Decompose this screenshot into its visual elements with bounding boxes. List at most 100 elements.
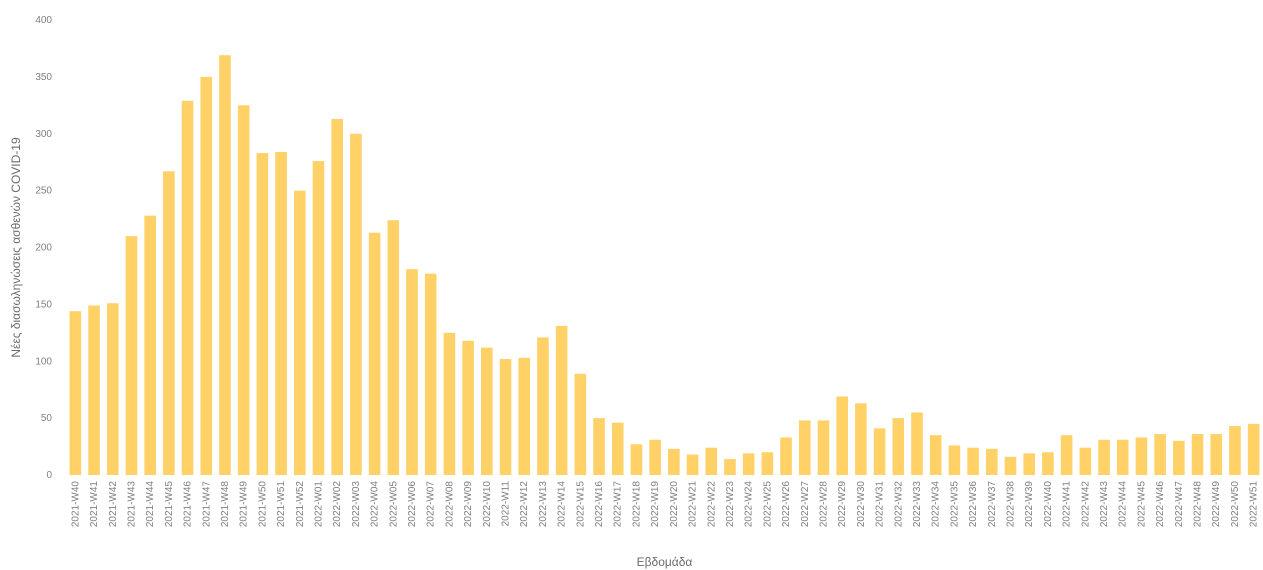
x-tick-label: 2022-W37 [987, 481, 998, 528]
x-tick-label: 2022-W11 [501, 481, 512, 527]
bar [331, 118, 343, 476]
y-tick-label: 200 [35, 243, 52, 254]
bar [817, 420, 830, 475]
x-tick-label: 2022-W22 [706, 481, 717, 528]
bar [1116, 439, 1129, 475]
bar [1210, 434, 1223, 475]
x-tick-label: 2022-W51 [1249, 481, 1260, 528]
x-tick-label: 2022-W43 [1099, 481, 1110, 528]
bar [742, 453, 755, 475]
bar [481, 347, 493, 475]
x-tick-label: 2022-W03 [351, 481, 362, 528]
bar [462, 340, 474, 475]
x-tick-label: 2022-W36 [968, 481, 979, 528]
x-tick-label: 2022-W48 [1193, 481, 1204, 528]
x-tick-label: 2022-W50 [1230, 481, 1241, 528]
bar [424, 273, 437, 475]
bar [555, 325, 568, 475]
bar [892, 418, 905, 476]
x-tick-label: 2022-W20 [669, 481, 680, 528]
bar [574, 373, 587, 475]
x-tick-label: 2022-W28 [818, 481, 829, 528]
bar [406, 269, 418, 475]
bar [1247, 423, 1260, 475]
x-tick-label: 2022-W02 [332, 481, 343, 528]
x-tick-label: 2022-W19 [650, 481, 661, 528]
x-tick-label: 2022-W21 [688, 481, 699, 528]
bar [1042, 452, 1054, 475]
y-tick-label: 150 [35, 299, 52, 310]
x-tick-label: 2022-W23 [725, 481, 736, 528]
bar [69, 311, 82, 475]
x-tick-label: 2021-W48 [220, 481, 231, 528]
x-tick-label: 2022-W27 [800, 481, 811, 528]
bar [1173, 440, 1185, 476]
bar [293, 190, 306, 476]
bar [780, 437, 792, 475]
bar [163, 171, 175, 476]
bar [1154, 434, 1166, 475]
x-tick-label: 2022-W34 [931, 481, 942, 528]
bar [705, 447, 718, 475]
bar [986, 448, 998, 475]
bar [911, 412, 923, 475]
x-tick-label: 2022-W25 [762, 481, 773, 528]
bar [1079, 447, 1092, 475]
bar [593, 418, 605, 476]
x-tick-label: 2022-W16 [594, 481, 605, 528]
x-tick-label: 2021-W52 [295, 481, 306, 528]
bar [611, 422, 624, 475]
x-tick-label: 2022-W12 [519, 481, 530, 528]
x-tick-label: 2021-W40 [70, 481, 81, 528]
x-tick-label: 2021-W43 [126, 481, 137, 528]
x-tick-label: 2022-W15 [575, 481, 586, 528]
bar [387, 220, 400, 475]
y-axis-title: Νέες διασωληνώσεις ασθενών COVID-19 [9, 137, 23, 358]
x-tick-label: 2022-W44 [1118, 481, 1129, 528]
bar [948, 445, 961, 475]
x-tick-label: 2022-W17 [613, 481, 624, 528]
bar [144, 215, 156, 475]
x-tick-label: 2021-W50 [257, 481, 268, 528]
y-axis-ticks: 0 50 100 150 200 250 300 350 400 [35, 15, 52, 481]
x-tick-label: 2022-W14 [557, 481, 568, 528]
x-tick-label: 2022-W31 [875, 481, 886, 528]
x-tick-label: 2022-W24 [744, 481, 755, 528]
x-tick-label: 2022-W29 [837, 481, 848, 528]
x-tick-label: 2022-W49 [1211, 481, 1222, 528]
x-tick-label: 2022-W46 [1155, 481, 1166, 528]
x-tick-label: 2022-W30 [856, 481, 867, 528]
y-tick-label: 50 [41, 413, 53, 424]
bar [200, 76, 213, 476]
x-tick-label: 2021-W44 [145, 481, 156, 528]
x-tick-label: 2022-W42 [1080, 481, 1091, 528]
x-tick-label: 2022-W40 [1043, 481, 1054, 528]
bar [1098, 439, 1110, 475]
bar [106, 303, 119, 475]
x-tick-label: 2022-W45 [1136, 481, 1147, 528]
x-tick-label: 2022-W26 [781, 481, 792, 528]
bar [237, 105, 250, 475]
bar [256, 153, 269, 475]
bar [275, 151, 287, 475]
bar [443, 332, 456, 475]
y-tick-label: 100 [35, 356, 52, 367]
bar [181, 100, 194, 475]
x-tick-label: 2022-W35 [949, 481, 960, 528]
x-tick-label: 2022-W18 [631, 481, 642, 528]
bar [761, 452, 774, 475]
x-tick-label: 2021-W46 [183, 481, 194, 528]
bar [312, 161, 325, 476]
bar [967, 447, 979, 475]
bar [873, 428, 886, 475]
x-tick-label: 2022-W47 [1174, 481, 1185, 528]
bar [686, 454, 699, 475]
bars-group [69, 55, 1260, 476]
x-tick-label: 2022-W13 [538, 481, 549, 528]
bar [518, 357, 531, 475]
bar [1060, 435, 1073, 475]
bar [537, 337, 549, 475]
bar [350, 133, 362, 475]
x-tick-label: 2021-W41 [89, 481, 100, 528]
